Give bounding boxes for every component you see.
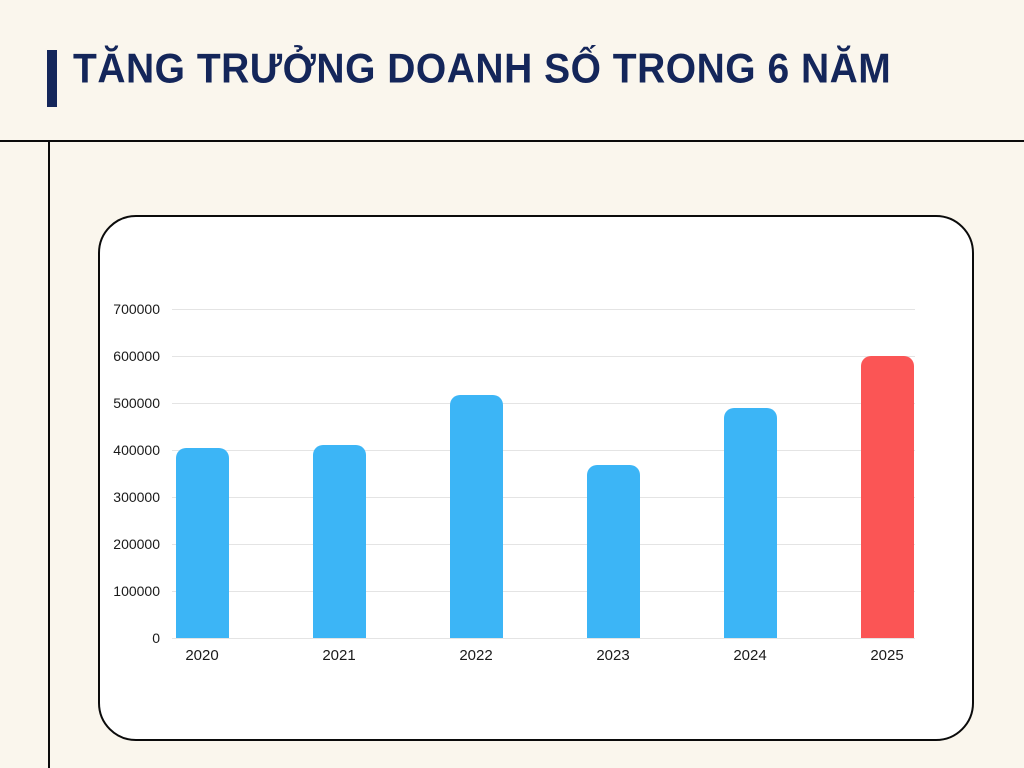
- y-axis-label: 0: [152, 630, 160, 646]
- y-axis-label: 500000: [113, 395, 160, 411]
- x-axis-label: 2021: [322, 647, 356, 664]
- bar: [723, 407, 777, 638]
- gridline: [172, 497, 915, 498]
- gridline: [172, 591, 915, 592]
- bar: [449, 394, 503, 638]
- y-axis-label: 600000: [113, 348, 160, 364]
- y-axis-label: 700000: [113, 301, 160, 317]
- bar: [175, 447, 229, 638]
- x-axis-label: 2023: [596, 647, 630, 664]
- header-divider: [0, 140, 1024, 142]
- bar: [860, 356, 914, 638]
- bar: [312, 445, 366, 638]
- chart-card: 0 100000 200000 300000 400000 500000 600000 700…: [98, 215, 974, 741]
- gridline: [172, 356, 915, 357]
- x-axis-label: 2020: [185, 647, 219, 664]
- x-axis-label: 2022: [459, 647, 493, 664]
- y-axis-label: 300000: [113, 489, 160, 505]
- y-axis-label: 100000: [113, 583, 160, 599]
- gridline: [172, 450, 915, 451]
- y-axis-label: 200000: [113, 536, 160, 552]
- page-title: TĂNG TRƯỞNG DOANH SỐ TRONG 6 NĂM: [73, 46, 892, 93]
- gridline: [172, 403, 915, 404]
- gridline: [172, 309, 915, 310]
- x-axis-label: 2025: [870, 647, 904, 664]
- bar: [586, 465, 640, 638]
- x-axis-label: 2024: [733, 647, 767, 664]
- left-vertical-rule: [48, 140, 50, 768]
- y-axis-label: 400000: [113, 442, 160, 458]
- gridline: [172, 638, 915, 639]
- bar-chart: 0 100000 200000 300000 400000 500000 600000 700…: [100, 217, 972, 739]
- gridline: [172, 544, 915, 545]
- title-accent-bar: [47, 50, 57, 107]
